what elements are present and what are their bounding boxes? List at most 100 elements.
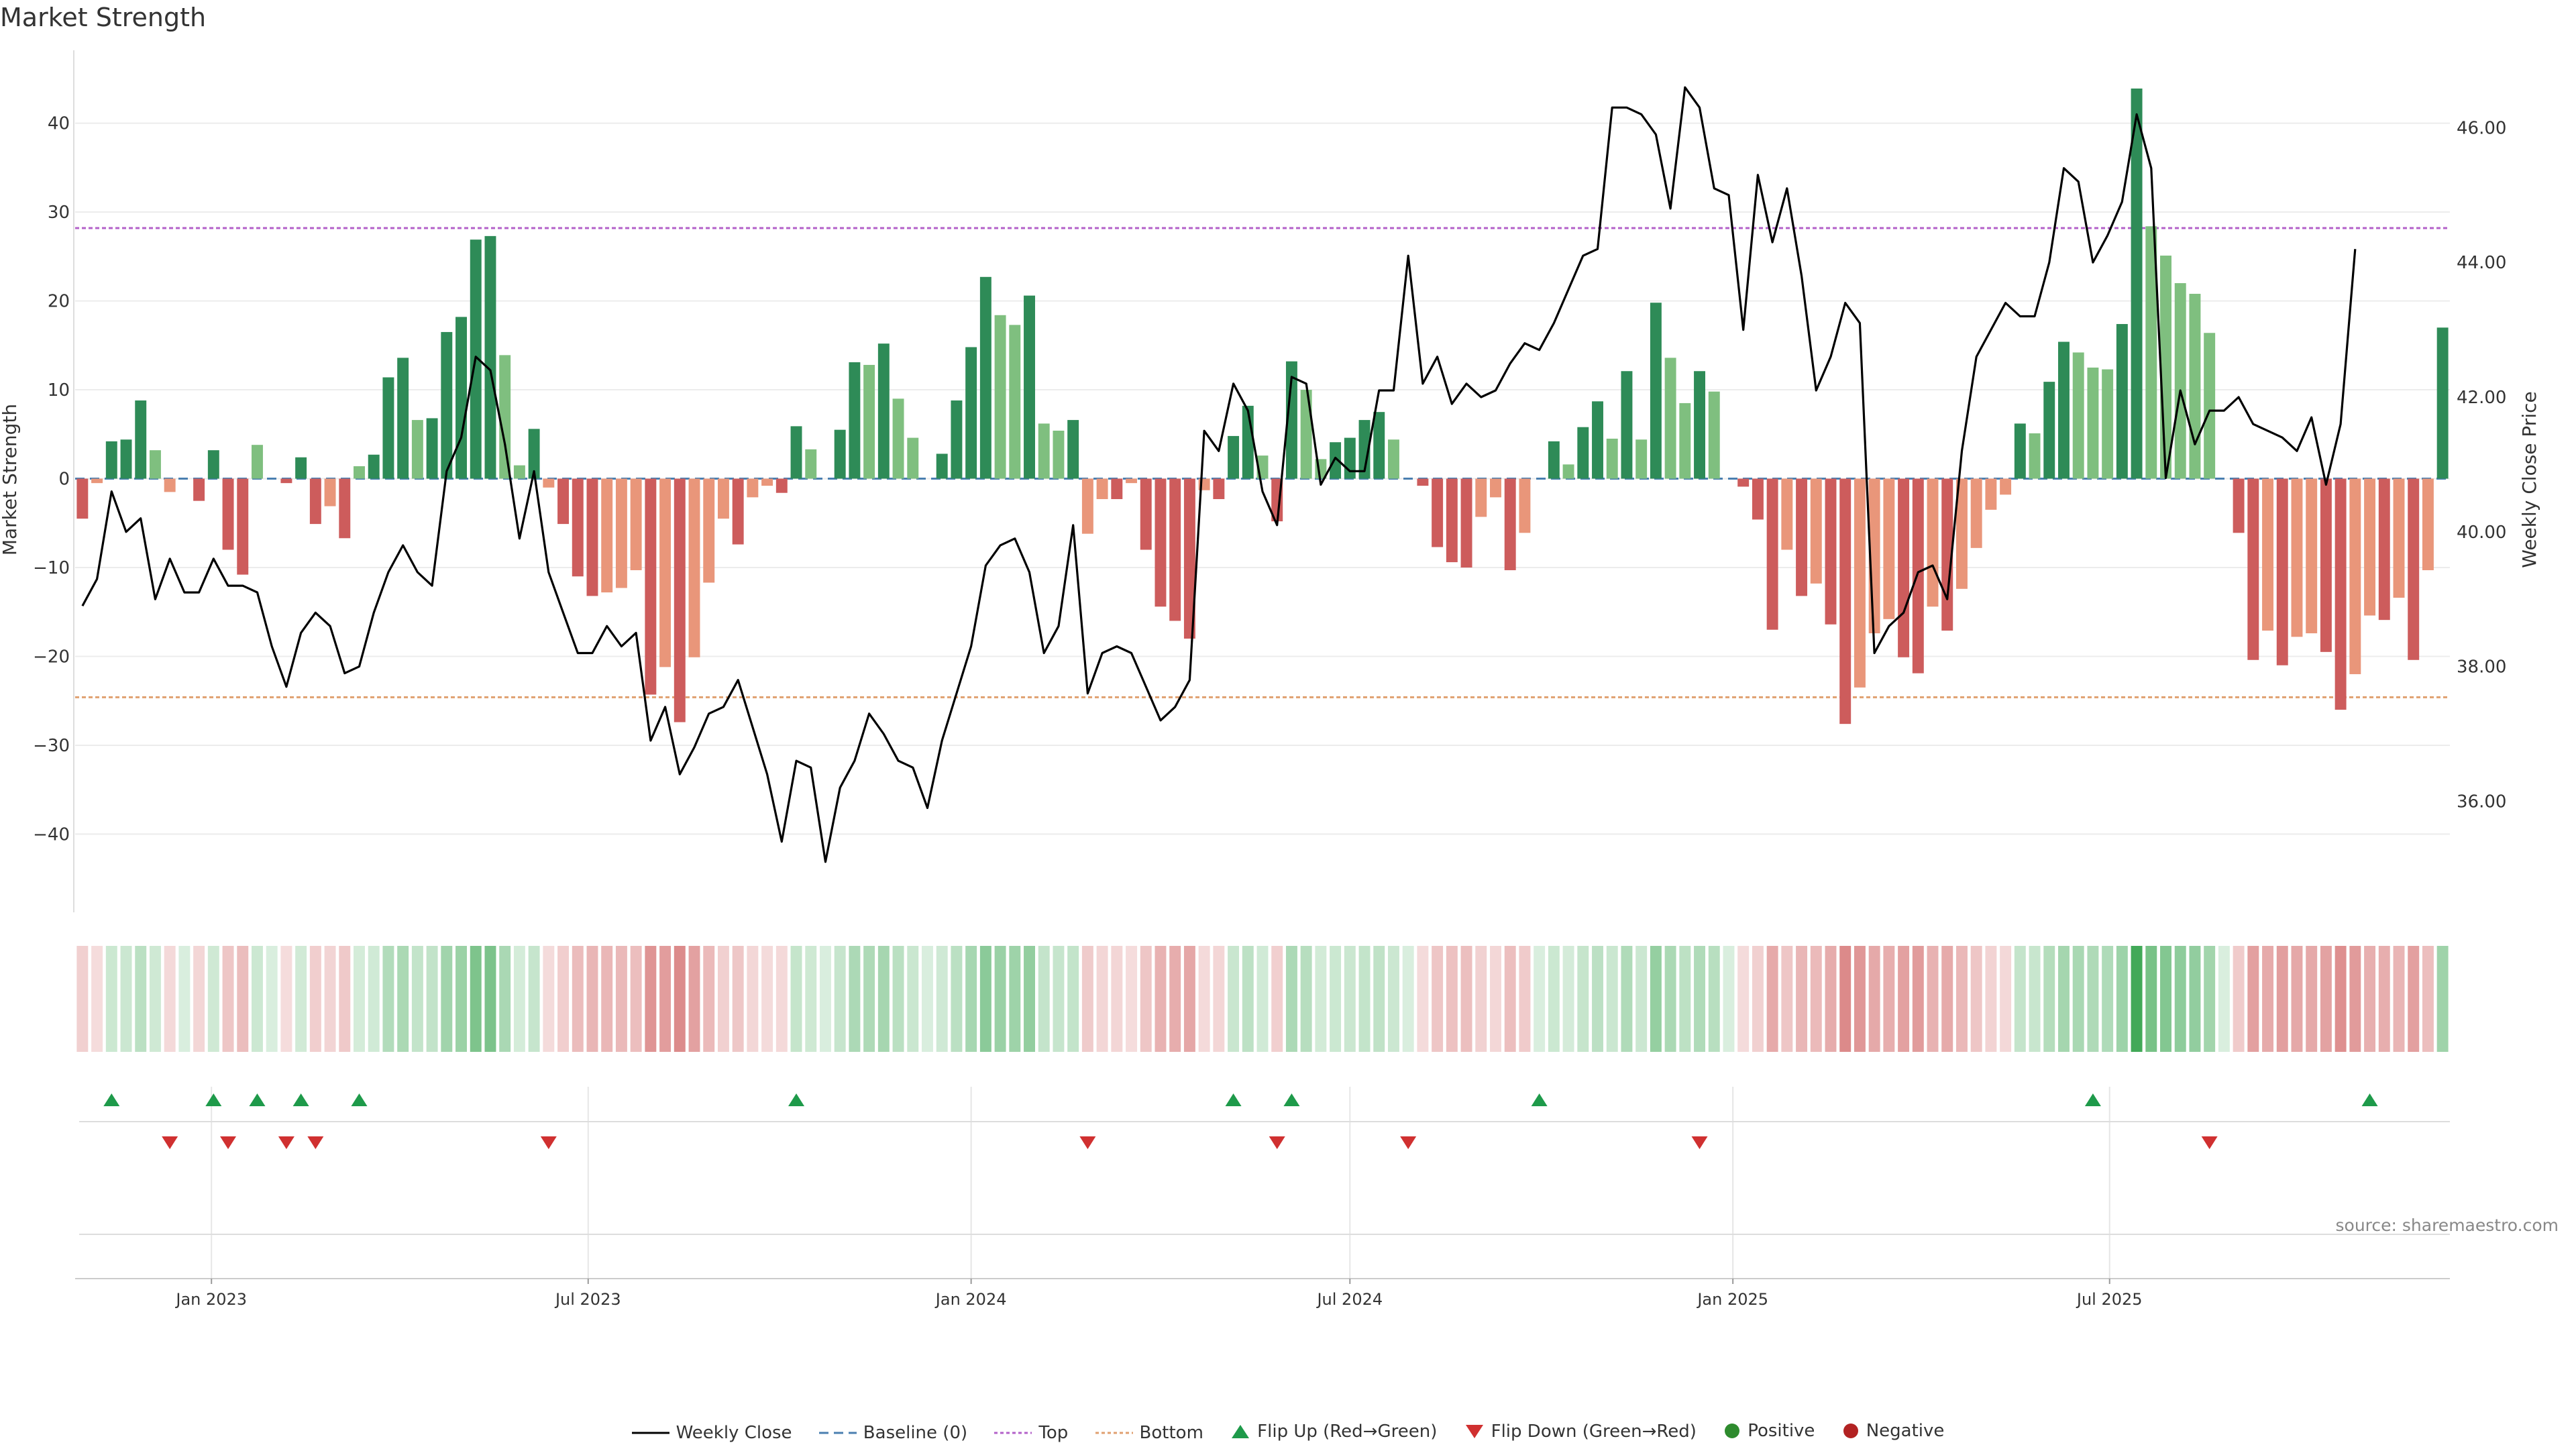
strength-bar [805, 449, 817, 479]
heat-cell [1650, 946, 1662, 1052]
strength-bar [1621, 371, 1633, 479]
flip-down-marker [220, 1136, 237, 1149]
strength-bar [1955, 478, 1968, 589]
weekly-close-line-layer [81, 86, 2357, 863]
strength-bar [2349, 478, 2361, 674]
strength-bar [907, 437, 919, 479]
strength-bar [586, 478, 598, 596]
strength-bar [951, 400, 963, 479]
heat-cell [1009, 946, 1021, 1052]
heat-cell [1679, 946, 1691, 1052]
heat-cell [2145, 946, 2157, 1052]
y-left-tick-label: 10 [48, 380, 70, 400]
strength-bar [2072, 352, 2084, 479]
heat-cell [1213, 946, 1225, 1052]
dashed-line-swatch-icon [818, 1432, 857, 1434]
heat-cell [2422, 946, 2434, 1052]
strength-bar [354, 466, 365, 479]
strength-bar [1927, 478, 1939, 607]
heat-cell [441, 946, 453, 1052]
heat-cell [1330, 946, 1342, 1052]
strength-bar [368, 454, 380, 479]
heat-cell [2116, 946, 2128, 1052]
heat-cell [2218, 946, 2230, 1052]
heat-cell [747, 946, 759, 1052]
strength-bar [411, 420, 423, 479]
heat-cell [76, 946, 89, 1052]
heat-cell [1592, 946, 1603, 1052]
heat-cell [907, 946, 919, 1052]
strength-bar [601, 478, 613, 593]
strength-bar [543, 478, 555, 488]
strength-bar [207, 450, 219, 479]
strength-bar [1781, 478, 1793, 550]
strength-bar [965, 347, 977, 479]
strength-bar [309, 478, 321, 525]
strength-bar [979, 276, 991, 479]
flip-down-marker [2201, 1136, 2218, 1149]
flip-up-marker [2084, 1093, 2101, 1106]
strength-bar [499, 355, 511, 479]
heat-cell [1446, 946, 1458, 1052]
heat-cell [1737, 946, 1750, 1052]
heat-cell [2204, 946, 2216, 1052]
y-left-tick-label: −10 [33, 558, 70, 578]
strength-bar [2189, 293, 2201, 479]
flip-down-marker [1269, 1136, 1285, 1149]
x-tick-label: Jul 2025 [2076, 1290, 2143, 1309]
heat-cell [877, 946, 890, 1052]
flip-down-marker [162, 1136, 178, 1149]
strength-bar [659, 478, 672, 667]
strength-bar [936, 453, 948, 479]
strength-bar [1213, 478, 1225, 499]
heat-cell [528, 946, 540, 1052]
heat-cell [2102, 946, 2114, 1052]
strength-bar [528, 429, 540, 479]
heat-cell [1490, 946, 1501, 1052]
strength-bar [557, 478, 570, 525]
heat-cell [936, 946, 948, 1052]
heat-cell [2393, 946, 2405, 1052]
strength-bar [717, 478, 729, 519]
heat-cell [324, 946, 336, 1052]
heat-cell [2189, 946, 2201, 1052]
strength-bar [1169, 478, 1181, 621]
strength-bar [1577, 427, 1589, 479]
heat-cell [237, 946, 249, 1052]
strength-bar [135, 400, 147, 479]
y-right-tick-label: 40.00 [2457, 523, 2506, 543]
heat-cell [1810, 946, 1822, 1052]
heat-cell [1635, 946, 1648, 1052]
strength-bar [193, 478, 205, 501]
y-right-tick-label: 36.00 [2457, 792, 2506, 812]
heat-cell [1183, 946, 1195, 1052]
heat-cell [207, 946, 219, 1052]
heat-cell [1256, 946, 1269, 1052]
strength-bar [2000, 478, 2012, 495]
heat-cell [426, 946, 438, 1052]
strength-bar [1606, 438, 1618, 479]
flip-up-marker [788, 1093, 805, 1106]
flip-up-marker [1283, 1093, 1300, 1106]
strength-bar [2291, 478, 2303, 637]
y-left-tick-label: −20 [33, 647, 70, 667]
heat-cell [645, 946, 657, 1052]
strength-bar [1796, 478, 1808, 596]
strength-bar [1912, 478, 1924, 674]
heat-cell [586, 946, 598, 1052]
heat-cell [1941, 946, 1953, 1052]
strength-bar [1825, 478, 1837, 625]
heat-cell [280, 946, 292, 1052]
heat-cell [1417, 946, 1429, 1052]
strength-bar [1970, 478, 1982, 548]
heat-cell [411, 946, 423, 1052]
strength-bar [849, 362, 861, 479]
strength-bar [1228, 435, 1240, 479]
strength-bar [2029, 433, 2041, 479]
strength-bar [2334, 478, 2347, 710]
circle-icon [1725, 1424, 1740, 1438]
heat-cell [1708, 946, 1720, 1052]
y-left-tick-label: −40 [33, 824, 70, 845]
heat-cell [135, 946, 147, 1052]
heat-cell [1271, 946, 1283, 1052]
